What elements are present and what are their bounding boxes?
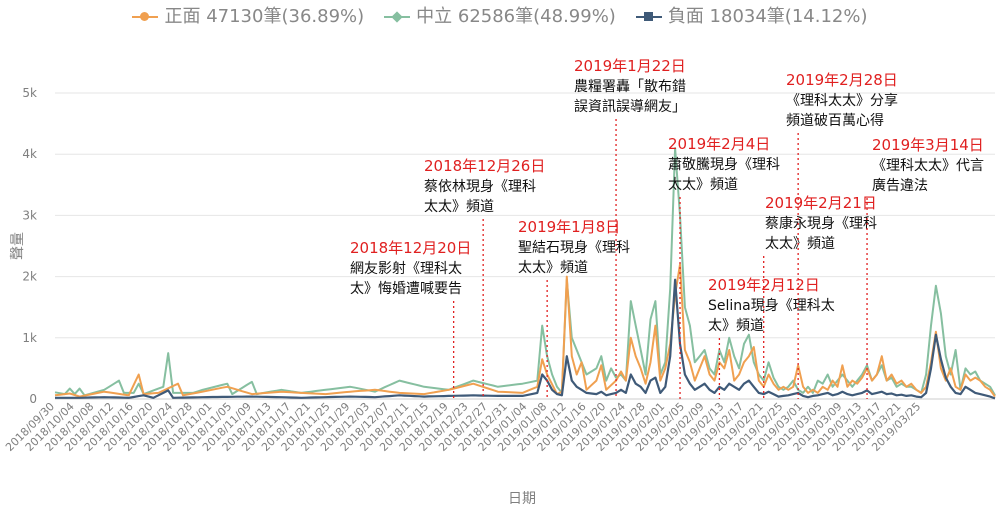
annotation-text: 《理科太太》代言 <box>872 158 984 174</box>
annotation-date: 2018年12月20日 <box>350 239 471 257</box>
annotation-text: 太太》頻道 <box>424 199 494 215</box>
annotation-text: 《理科太太》分享 <box>786 92 898 109</box>
legend-label: 負面 18034筆(14.12%) <box>667 6 868 27</box>
annotation-text: Selina現身《理科太 <box>708 298 835 314</box>
legend-marker <box>132 10 159 24</box>
legend-label: 正面 47130筆(36.89%) <box>164 6 365 27</box>
y-tick-label: 0 <box>29 392 37 406</box>
legend-marker <box>384 10 411 24</box>
legend-item-1[interactable]: 中立 62586筆(48.99%) <box>384 2 616 28</box>
legend-item-0[interactable]: 正面 47130筆(36.89%) <box>132 2 364 28</box>
annotation-date: 2019年2月21日 <box>765 194 877 212</box>
chart-legend: 正面 47130筆(36.89%) 中立 62586筆(48.99%) 負面 180… <box>0 2 1000 28</box>
y-tick-label: 1k <box>22 331 37 345</box>
legend-marker <box>635 10 662 24</box>
annotation-text: 太太》頻道 <box>668 177 738 193</box>
legend-item-2[interactable]: 負面 18034筆(14.12%) <box>635 2 868 28</box>
annotation-text: 蕭敬騰現身《理科 <box>668 156 780 173</box>
annotation-date: 2019年2月12日 <box>708 276 820 294</box>
annotations: 2018年12月20日網友影射《理科太太》悔婚遭喊要告2018年12月26日蔡依… <box>350 57 984 399</box>
annotation-text: 網友影射《理科太 <box>350 261 462 277</box>
y-tick-label: 2k <box>22 270 37 284</box>
series-lines <box>54 147 996 400</box>
annotation-text: 誤資訊誤導網友」 <box>574 99 686 115</box>
gridlines <box>55 92 995 400</box>
y-axis-ticks: 0 1k 2k 3k 4k 5k <box>22 86 37 406</box>
annotation-text: 太太》頻道 <box>765 236 835 252</box>
y-tick-label: 5k <box>22 86 37 100</box>
x-axis-title: 日期 <box>508 491 536 507</box>
annotation-text: 農糧署轟「散布錯 <box>574 78 686 95</box>
annotation-text: 聖結石現身《理科 <box>518 240 630 256</box>
annotation-text: 蔡依林現身《理科 <box>424 179 536 195</box>
y-tick-label: 3k <box>22 208 37 222</box>
y-tick-label: 4k <box>22 147 37 161</box>
annotation-text: 太》悔婚遭喊要告 <box>350 281 462 297</box>
annotation-text: 太》頻道 <box>708 318 764 334</box>
annotation-date: 2019年2月4日 <box>668 135 770 153</box>
annotation-date: 2019年1月8日 <box>518 218 620 236</box>
annotation-text: 太太》頻道 <box>518 260 588 276</box>
legend-label: 中立 62586筆(48.99%) <box>416 6 616 27</box>
series-line-正面 <box>54 263 996 398</box>
annotation-date: 2019年1月22日 <box>574 57 686 75</box>
annotation-date: 2018年12月26日 <box>424 157 545 175</box>
annotation-date: 2019年2月28日 <box>786 71 898 89</box>
series-line-負面 <box>55 278 996 400</box>
annotation-text: 廣告違法 <box>872 177 928 194</box>
annotation-text: 頻道破百萬心得 <box>786 112 884 129</box>
annotation-date: 2019年3月14日 <box>872 136 984 154</box>
y-axis-title: 聲量 <box>9 232 26 260</box>
annotation-5: 2019年2月12日 Selina現身《理科太太》頻道 <box>708 276 835 399</box>
x-axis-ticks: 2018/09/302018/10/042018/10/082018/10/12… <box>3 400 923 454</box>
annotation-text: 蔡康永現身《理科 <box>765 215 877 232</box>
